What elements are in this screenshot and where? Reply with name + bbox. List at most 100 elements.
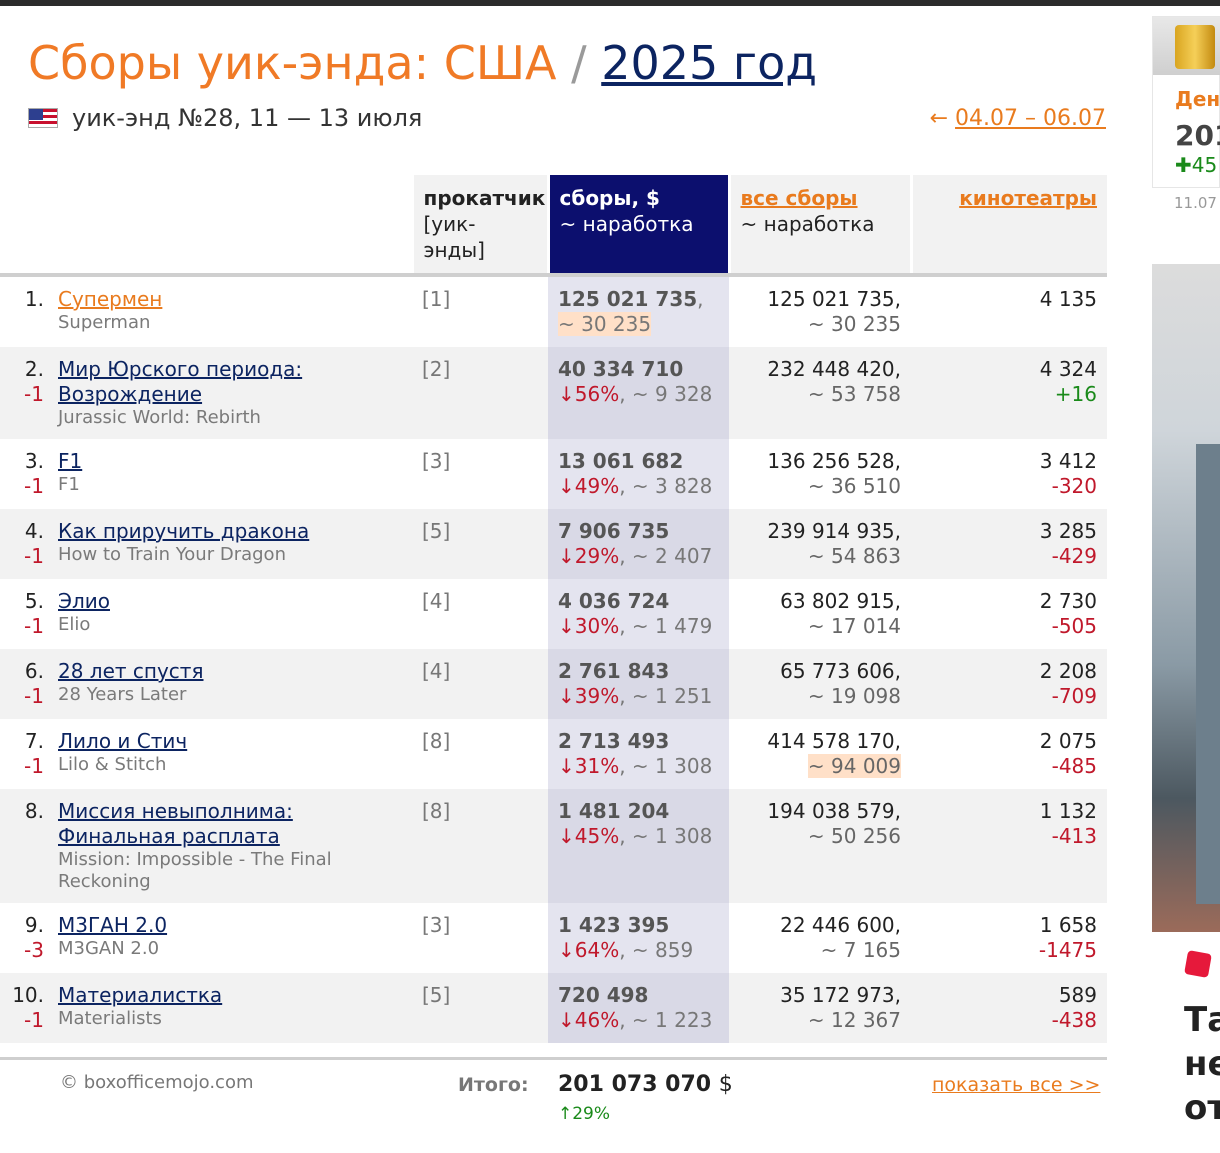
film-title-link[interactable]: 28 лет спустя <box>58 659 204 683</box>
total-gross: 22 446 600, <box>780 913 901 937</box>
weekend-gross: 40 334 710 <box>558 357 684 381</box>
film-title-link[interactable]: Миссия невыполнима: Финальная расплата <box>58 799 293 848</box>
weeks-cell: [5] <box>412 509 548 579</box>
total-cell: 194 038 579, ~ 50 256 <box>729 789 911 903</box>
total-cell: 136 256 528, ~ 36 510 <box>729 439 911 509</box>
theaters-change: -438 <box>1051 1008 1097 1032</box>
rank-number: 7. <box>24 729 44 753</box>
gross-drop: ↓31% <box>558 754 620 778</box>
sidebar-card[interactable]: Ден 201 ✚45 <box>1152 16 1220 188</box>
total-avg: ~ 17 014 <box>807 614 901 638</box>
film-title-link[interactable]: M3ГАН 2.0 <box>58 913 168 937</box>
sidebar-photo[interactable] <box>1152 264 1220 932</box>
film-cell: F1 F1 <box>48 439 412 509</box>
total-avg: ~ 54 863 <box>807 544 901 568</box>
theaters-count: 2 208 <box>1039 659 1097 683</box>
box-office-table: прокатчик [уик-энды] сборы, $ ~ наработка … <box>0 175 1107 1043</box>
theaters-count: 4 135 <box>1039 287 1097 311</box>
copyright: © boxofficemojo.com <box>60 1072 254 1093</box>
film-title-link[interactable]: F1 <box>58 449 83 473</box>
rank-number: 4. <box>24 519 44 543</box>
gross-drop: ↓46% <box>558 1008 620 1032</box>
gross-cell: 7 906 735 ↓29%, ~ 2 407 <box>548 509 729 579</box>
weeks-cell: [5] <box>412 973 548 1043</box>
film-cell: Как приручить дракона How to Train Your D… <box>48 509 412 579</box>
total-avg: ~ 7 165 <box>820 938 901 962</box>
rank-cell: 9. -3 <box>0 903 48 973</box>
total-sum: 201 073 070 $ <box>558 1072 733 1097</box>
gross-suffix: , <box>697 287 704 311</box>
total-avg: ~ 30 235 <box>807 312 901 336</box>
film-original-title: 28 Years Later <box>58 684 187 705</box>
film-original-title: Superman <box>58 312 151 333</box>
weeks-cell: [1] <box>412 275 548 347</box>
film-original-title: Elio <box>58 614 91 635</box>
title-main: Сборы уик-энда: США <box>28 36 557 90</box>
table-row: 10. -1 Материалистка Materialists [5] 720 498… <box>0 973 1107 1043</box>
gross-drop: ↓39% <box>558 684 620 708</box>
year-link[interactable]: 2025 год <box>601 36 818 90</box>
rank-cell: 6. -1 <box>0 649 48 719</box>
table-row: 9. -3 M3ГАН 2.0 M3GAN 2.0 [3] 1 423 395 ↓64%, … <box>0 903 1107 973</box>
weekend-gross: 2 761 843 <box>558 659 670 683</box>
theaters-change: -505 <box>1051 614 1097 638</box>
theaters-count: 1 658 <box>1039 913 1097 937</box>
per-theater-avg: ~ 30 235 <box>558 312 652 336</box>
weekend-gross: 2 713 493 <box>558 729 670 753</box>
gross-cell: 720 498 ↓46%, ~ 1 223 <box>548 973 729 1043</box>
sidebar-card-year: 201 <box>1175 119 1220 152</box>
show-all-link[interactable]: показать все >> <box>932 1074 1101 1096</box>
table-row: 2. -1 Мир Юрского периода: Возрождение Jura… <box>0 347 1107 439</box>
rank-change: -1 <box>24 614 44 638</box>
per-theater-avg: , ~ 1 308 <box>619 824 713 848</box>
gross-drop: ↓64% <box>558 938 620 962</box>
rank-change: -3 <box>24 938 44 962</box>
prev-weekend: ← 04.07 – 06.07 <box>930 106 1106 131</box>
weeks-cell: [4] <box>412 649 548 719</box>
rank-number: 6. <box>24 659 44 683</box>
rank-change: -1 <box>24 684 44 708</box>
film-title-link[interactable]: Лило и Стич <box>58 729 188 753</box>
film-title-link[interactable]: Материалистка <box>58 983 223 1007</box>
sort-theaters-link[interactable]: кинотеатры <box>959 186 1097 210</box>
total-gross: 136 256 528, <box>767 449 901 473</box>
total-label: Итого: <box>458 1074 529 1096</box>
theaters-count: 589 <box>1058 983 1097 1007</box>
header-theaters: кинотеатры <box>909 175 1107 277</box>
film-original-title: Materialists <box>58 1008 162 1029</box>
film-cell: Элио Elio <box>48 579 412 649</box>
gross-drop: ↓45% <box>558 824 620 848</box>
sidebar-headline[interactable]: Та не от <box>1184 1000 1220 1128</box>
top-bar <box>0 0 1220 6</box>
film-title-link[interactable]: Супермен <box>58 287 163 311</box>
film-title-link[interactable]: Элио <box>58 589 110 613</box>
total-cell: 414 578 170, ~ 94 009 <box>729 719 911 789</box>
rank-number: 3. <box>24 449 44 473</box>
sort-total-link[interactable]: все сборы <box>740 186 858 210</box>
gross-cell: 1 481 204 ↓45%, ~ 1 308 <box>548 789 729 903</box>
gross-cell: 2 713 493 ↓31%, ~ 1 308 <box>548 719 729 789</box>
title-separator: / <box>571 36 587 90</box>
per-theater-avg: , ~ 3 828 <box>619 474 713 498</box>
coins-icon <box>1175 25 1215 69</box>
sidebar-card-label: Ден <box>1175 87 1220 111</box>
weekend-gross: 1 423 395 <box>558 913 670 937</box>
rank-change: -1 <box>24 754 44 778</box>
total-gross: 414 578 170, <box>767 729 901 753</box>
film-title-link[interactable]: Как приручить дракона <box>58 519 310 543</box>
total-gross: 232 448 420, <box>767 357 901 381</box>
film-original-title: F1 <box>58 474 80 495</box>
theaters-change: -413 <box>1051 824 1097 848</box>
header-gross[interactable]: сборы, $ ~ наработка <box>546 175 729 277</box>
table-row: 8. Миссия невыполнима: Финальная расплата… <box>0 789 1107 903</box>
per-theater-avg: , ~ 9 328 <box>619 382 713 406</box>
weekend-gross: 7 906 735 <box>558 519 670 543</box>
film-title-link[interactable]: Мир Юрского периода: Возрождение <box>58 357 303 406</box>
rank-cell: 10. -1 <box>0 973 48 1043</box>
prev-weekend-link[interactable]: 04.07 – 06.07 <box>955 106 1106 131</box>
theaters-cell: 589 -438 <box>911 973 1107 1043</box>
rank-cell: 4. -1 <box>0 509 48 579</box>
sidebar: Ден 201 ✚45 11.07 Та не от <box>1152 16 1220 1153</box>
header-rank <box>0 175 48 277</box>
rank-number: 5. <box>24 589 44 613</box>
